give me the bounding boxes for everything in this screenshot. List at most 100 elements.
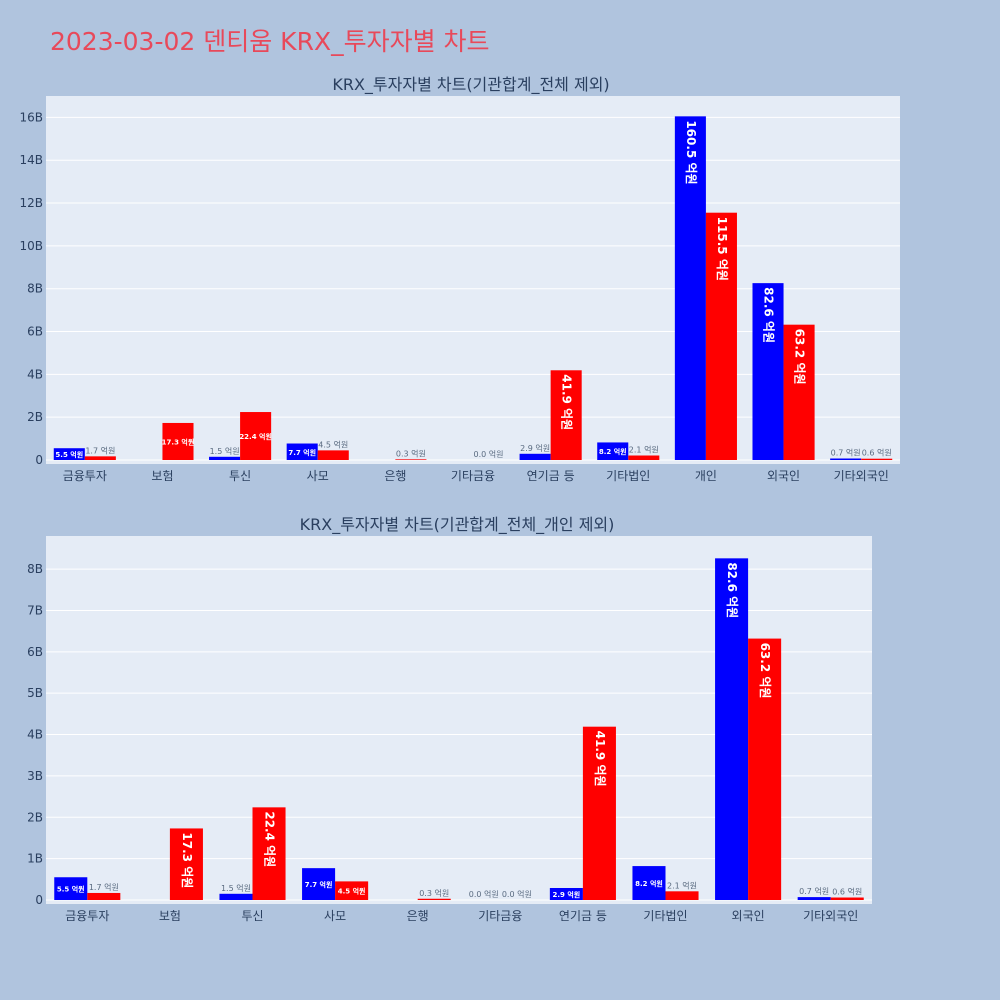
- chart-title: KRX_투자자별 차트(기관합계_전체 제외): [332, 75, 609, 95]
- y-tick-label: 1B: [27, 852, 43, 866]
- bar-value-label: 17.3 억원: [180, 832, 194, 888]
- x-tick-label: 보험: [159, 909, 181, 923]
- buy-bar: [830, 458, 862, 460]
- sell-bar: [162, 422, 194, 460]
- x-tick-label: 투신: [229, 469, 251, 483]
- bar-value-label: 0.7 억원: [831, 448, 861, 458]
- y-tick-label: 10B: [19, 239, 43, 253]
- bar-value-label: 1.7 억원: [85, 445, 115, 455]
- sell-bar: [169, 828, 203, 900]
- buy-bar: [54, 877, 88, 900]
- bar-value-label: 7.7 억원: [288, 448, 316, 457]
- buy-bar: [53, 448, 85, 460]
- x-tick-label: 기타금융: [478, 909, 522, 923]
- x-tick-label: 기타법인: [643, 909, 687, 923]
- bar-value-label: 1.5 억원: [221, 883, 251, 893]
- bar-value-label: 4.5 억원: [318, 439, 348, 449]
- bar-value-label: 0.0 억원: [474, 449, 504, 459]
- bar-value-label: 2.1 억원: [667, 880, 697, 890]
- x-tick-label: 기타금융: [451, 469, 495, 483]
- x-tick-label: 개인: [695, 469, 717, 483]
- sell-bar: [417, 898, 451, 900]
- bar-value-label: 0.7 억원: [799, 886, 829, 896]
- bar-value-label: 0.3 억원: [396, 448, 426, 458]
- bar-value-label: 4.5 억원: [338, 887, 366, 896]
- sell-bar: [395, 459, 427, 460]
- y-tick-label: 14B: [19, 153, 43, 167]
- bar-value-label: 82.6 억원: [762, 287, 776, 343]
- bar-value-label: 5.5 억원: [57, 885, 85, 894]
- x-tick-label: 은행: [384, 468, 406, 483]
- sell-bar: [783, 324, 815, 460]
- y-tick-label: 6B: [27, 325, 43, 339]
- x-tick-label: 보험: [151, 469, 173, 483]
- sell-bar: [628, 455, 660, 460]
- buy-bar: [674, 116, 706, 460]
- y-tick-label: 0: [35, 453, 43, 467]
- y-tick-label: 16B: [19, 110, 43, 124]
- x-tick-label: 기타외국인: [803, 909, 858, 923]
- y-tick-label: 7B: [27, 603, 43, 617]
- bar-value-label: 7.7 억원: [305, 880, 333, 889]
- y-tick-label: 12B: [19, 196, 43, 210]
- y-tick-label: 3B: [27, 769, 43, 783]
- sell-bar: [335, 881, 369, 900]
- y-tick-label: 5B: [27, 686, 43, 700]
- y-tick-label: 8B: [27, 562, 43, 576]
- bar-value-label: 1.7 억원: [89, 882, 119, 892]
- chart-excluding-institution-total: 0 2B 4B 6B 8B 10B 12B 14B 16B KRX_투자자별 차트(기관합계_전체…: [19, 75, 900, 483]
- buy-bar: [519, 453, 551, 460]
- y-tick-label: 2B: [27, 410, 43, 424]
- y-tick-label: 4B: [27, 367, 43, 381]
- sell-bar: [240, 412, 272, 460]
- chart-excluding-institution-total-and-individual: 0 1B 2B 3B 4B 5B 6B 7B 8B KRX_투자자별 차트(기관합계_전체_개인 …: [27, 515, 872, 923]
- sell-bar: [317, 450, 349, 460]
- x-tick-label: 사모: [324, 909, 346, 923]
- sell-bar: [84, 456, 116, 460]
- bar-value-label: 0.0 억원: [469, 889, 499, 899]
- sell-bar: [582, 726, 616, 900]
- sell-bar: [665, 891, 699, 900]
- buy-bar: [219, 893, 253, 900]
- bar-value-label: 2.9 억원: [553, 890, 581, 899]
- bar-value-label: 0.6 억원: [832, 887, 862, 897]
- bar-value-label: 2.9 억원: [520, 443, 550, 453]
- bar-value-label: 41.9 억원: [560, 374, 574, 430]
- buy-bar: [549, 888, 583, 900]
- page-title: 2023-03-02 덴티움 KRX_투자자별 차트: [50, 27, 490, 56]
- bar-value-label: 82.6 억원: [725, 562, 739, 618]
- bar-value-label: 63.2 억원: [758, 643, 772, 699]
- sell-bar: [748, 638, 782, 900]
- bar-value-label: 22.4 억원: [263, 811, 277, 867]
- y-tick-label: 6B: [27, 645, 43, 659]
- x-tick-label: 연기금 등: [527, 469, 575, 483]
- x-tick-label: 사모: [307, 469, 329, 483]
- buy-bar: [209, 456, 241, 460]
- buy-bar: [632, 866, 666, 900]
- buy-bar: [752, 283, 784, 460]
- x-tick-label: 기타법인: [606, 469, 650, 483]
- buy-bar: [302, 868, 336, 900]
- buy-bar: [797, 897, 831, 900]
- bar-value-label: 0.6 억원: [862, 448, 892, 458]
- bar-value-label: 41.9 억원: [593, 731, 607, 787]
- sell-bar: [830, 897, 864, 900]
- x-tick-label: 외국인: [767, 469, 800, 483]
- y-tick-label: 4B: [27, 728, 43, 742]
- x-tick-label: 금융투자: [63, 469, 107, 483]
- x-tick-label: 은행: [407, 908, 429, 923]
- sell-bar: [550, 370, 582, 460]
- bar-value-label: 115.5 억원: [715, 217, 729, 281]
- x-tick-label: 투신: [241, 909, 263, 923]
- y-tick-label: 2B: [27, 810, 43, 824]
- bar-value-label: 8.2 억원: [599, 447, 627, 456]
- bar-value-label: 8.2 억원: [635, 879, 663, 888]
- y-tick-label: 0: [35, 893, 43, 907]
- bar-value-label: 22.4 억원: [239, 432, 272, 441]
- sell-bar: [252, 807, 286, 900]
- bar-value-label: 1.5 억원: [210, 446, 240, 456]
- chart-title: KRX_투자자별 차트(기관합계_전체_개인 제외): [300, 515, 615, 535]
- bar-value-label: 17.3 억원: [162, 437, 195, 446]
- bar-value-label: 63.2 억원: [793, 329, 807, 385]
- x-tick-label: 기타외국인: [834, 469, 889, 483]
